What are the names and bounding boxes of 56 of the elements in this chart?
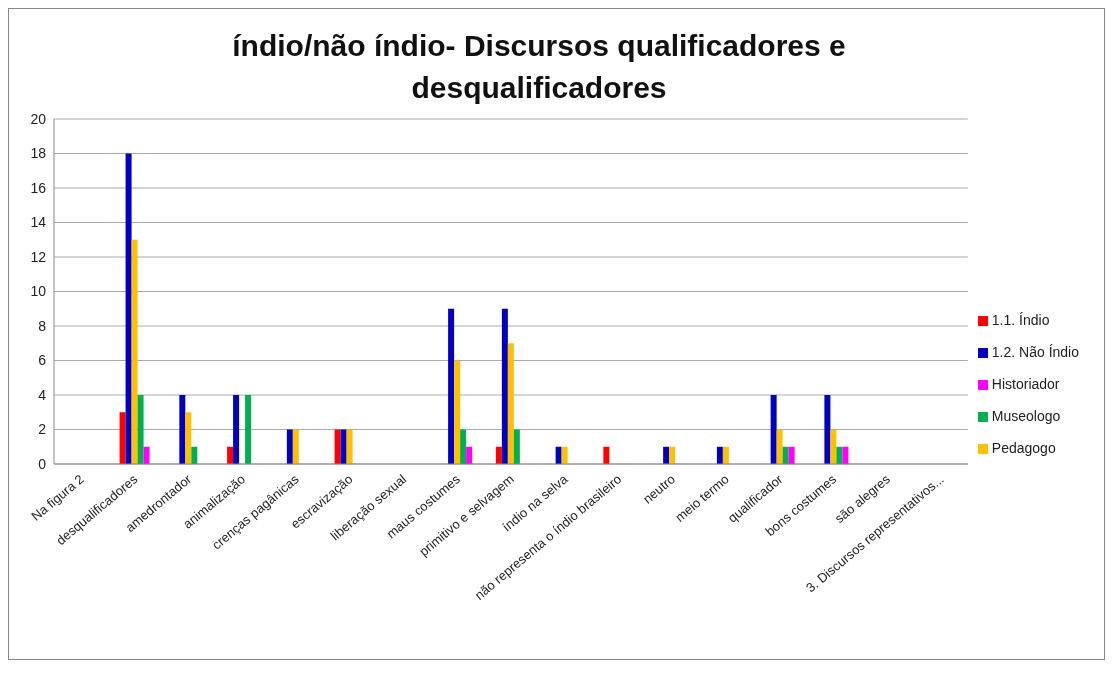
legend-label: Historiador (991, 376, 1060, 392)
y-tick-label: 4 (38, 386, 47, 403)
bar (776, 429, 783, 464)
bar (722, 446, 729, 464)
legend-label: Pedagogo (991, 440, 1056, 456)
bar (454, 360, 461, 464)
bar (340, 429, 347, 464)
bar (131, 239, 138, 464)
bar (782, 446, 789, 464)
bar (555, 446, 562, 464)
bar (495, 446, 502, 464)
bar (286, 429, 293, 464)
bar (227, 446, 234, 464)
legend-label: 1.1. Índio (991, 312, 1050, 328)
bar (185, 412, 192, 464)
legend-label: Museologo (991, 408, 1061, 424)
bar (125, 153, 132, 464)
bar (292, 429, 299, 464)
bar (836, 446, 843, 464)
bar (245, 395, 252, 464)
bar (824, 395, 831, 464)
bar (460, 429, 467, 464)
y-tick-label: 6 (38, 352, 47, 369)
bar (466, 446, 473, 464)
bar (334, 429, 341, 464)
bar (842, 446, 849, 464)
bar (137, 395, 144, 464)
y-tick-label: 8 (38, 317, 47, 334)
bar (501, 308, 508, 464)
bar (669, 446, 676, 464)
bar (561, 446, 568, 464)
bar (770, 395, 777, 464)
y-tick-label: 0 (38, 455, 47, 472)
bar (448, 308, 455, 464)
y-tick-label: 20 (30, 110, 47, 127)
bar (663, 446, 670, 464)
bar (191, 446, 198, 464)
y-tick-label: 10 (30, 283, 47, 300)
y-tick-label: 16 (30, 179, 47, 196)
bar (119, 412, 126, 464)
bar (346, 429, 353, 464)
bar (603, 446, 610, 464)
bar (788, 446, 795, 464)
bar (830, 429, 837, 464)
legend-label: 1.2. Não Índio (991, 344, 1079, 360)
bar (513, 429, 520, 464)
bar (143, 446, 150, 464)
y-tick-label: 14 (30, 214, 47, 231)
bar (507, 343, 514, 464)
y-tick-label: 18 (30, 145, 47, 162)
y-tick-label: 2 (38, 421, 47, 438)
bar (233, 395, 240, 464)
bar (179, 395, 186, 464)
bar (716, 446, 723, 464)
y-tick-label: 12 (30, 248, 47, 265)
chart-title: índio/não índio- Discursos qualificadores e desqualificadores (231, 28, 847, 106)
